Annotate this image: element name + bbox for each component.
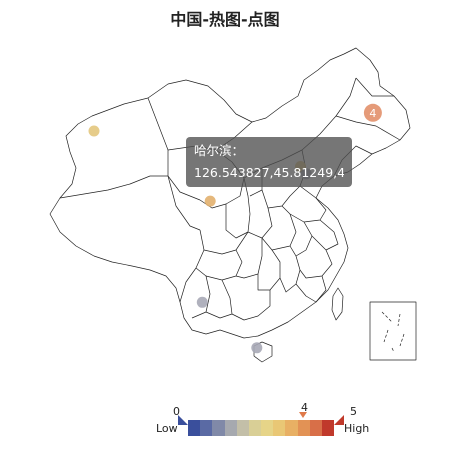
tooltip-value: 126.543827,45.81249,4 <box>194 165 344 180</box>
city-point-label: 4 <box>369 107 376 120</box>
gradient-step <box>188 420 201 436</box>
gradient-step <box>236 420 249 436</box>
visual-map-selected-label: 4 <box>301 401 308 414</box>
visual-map-high-label: High <box>344 422 370 435</box>
city-point[interactable] <box>88 125 100 137</box>
gradient-step <box>273 420 286 436</box>
province-borders <box>49 47 417 363</box>
tooltip-city: 哈尔滨： <box>194 143 245 158</box>
visual-map-gradient[interactable] <box>188 420 335 436</box>
gradient-step <box>261 420 274 436</box>
gradient-step <box>200 420 213 436</box>
visual-map-min-label: 0 <box>173 405 180 418</box>
tooltip: 哈尔滨： 126.543827,45.81249,4 <box>186 137 352 187</box>
visual-map-low-label: Low <box>156 422 178 435</box>
city-point[interactable] <box>196 296 208 308</box>
visual-map-indicator <box>299 412 307 418</box>
chart-title: 中国-热图-点图 <box>170 10 280 29</box>
city-point[interactable] <box>363 103 382 122</box>
gradient-step <box>285 420 298 436</box>
gradient-step <box>321 420 335 436</box>
city-point[interactable] <box>251 342 263 354</box>
gradient-step <box>248 420 262 436</box>
city-point[interactable] <box>204 195 216 207</box>
visual-map-max-label: 5 <box>350 405 357 418</box>
visual-map-max-handle[interactable] <box>334 415 344 425</box>
gradient-step <box>212 420 225 436</box>
gradient-step <box>297 420 310 436</box>
gradient-step <box>309 420 322 436</box>
visual-map-min-handle[interactable] <box>178 415 188 425</box>
gradient-step <box>224 420 237 436</box>
